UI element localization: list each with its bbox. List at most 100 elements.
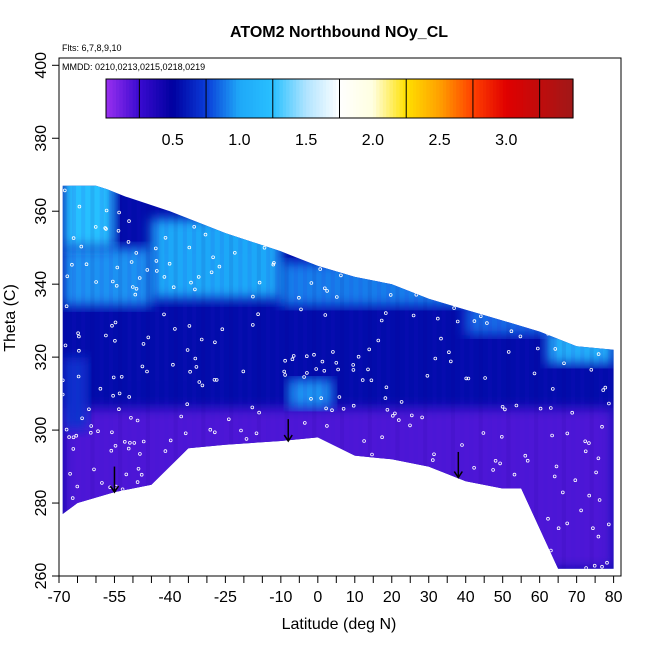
flight-point: [429, 565, 434, 569]
colorbar-cell: [499, 79, 504, 118]
flight-point: [545, 291, 550, 295]
flight-point: [265, 467, 270, 472]
flight-point: [229, 215, 233, 220]
flight-point: [111, 375, 116, 380]
colorbar-cell: [489, 79, 494, 118]
colorbar-cell: [189, 79, 194, 118]
flight-point: [485, 321, 489, 325]
flight-point: [482, 534, 487, 539]
flight-point: [244, 437, 249, 441]
flight-point: [520, 277, 525, 282]
flight-point: [449, 298, 454, 303]
flight-point: [223, 487, 228, 492]
colorbar-cell: [256, 79, 261, 118]
flight-point: [523, 453, 528, 458]
field-stripe: [192, 185, 197, 569]
field-stripe: [99, 185, 104, 569]
colorbar-cell: [542, 79, 547, 118]
flight-point: [315, 506, 320, 511]
flight-point: [103, 226, 107, 230]
flight-point: [208, 427, 213, 432]
flight-point: [596, 352, 601, 356]
flight-point: [486, 266, 491, 270]
flight-point: [541, 248, 546, 253]
flight-point: [62, 392, 65, 397]
colorbar-cell: [462, 79, 467, 118]
y-tick-label: 320: [33, 344, 50, 371]
colorbar-cell: [172, 79, 177, 118]
colorbar-cell: [529, 79, 534, 118]
colorbar-cell: [192, 79, 197, 118]
colorbar-cell: [496, 79, 501, 118]
colorbar-cell: [366, 79, 371, 118]
flight-point: [106, 558, 110, 563]
colorbar-cell: [556, 79, 561, 118]
x-tick-label: 60: [531, 589, 549, 606]
flight-point: [271, 262, 276, 267]
colorbar-cell: [479, 79, 484, 118]
flight-point: [529, 223, 533, 227]
flight-point: [560, 257, 564, 261]
flight-point: [517, 186, 521, 190]
field-stripe: [413, 185, 419, 569]
flight-point: [369, 378, 374, 383]
flight-point: [192, 225, 197, 229]
flight-point: [399, 542, 404, 547]
x-tick-label: -25: [214, 589, 237, 606]
flight-point: [327, 220, 332, 225]
field-stripe: [423, 185, 428, 569]
flight-point: [239, 428, 243, 433]
colorbar-cell: [522, 79, 527, 118]
flight-point: [583, 439, 587, 444]
flight-point: [370, 452, 374, 457]
flight-point: [448, 561, 453, 565]
flight-point: [535, 346, 540, 351]
flight-point: [435, 287, 440, 292]
flight-point: [71, 447, 76, 451]
flight-point: [523, 198, 528, 202]
flight-point: [251, 294, 255, 299]
flight-point: [518, 334, 523, 339]
field-stripe: [71, 185, 77, 569]
flight-point: [551, 307, 556, 311]
field-stripe: [293, 185, 298, 569]
flight-point: [323, 313, 328, 317]
flight-point: [441, 521, 445, 526]
flight-point: [92, 467, 96, 472]
flight-point: [476, 209, 480, 214]
colorbar-cell: [176, 79, 180, 118]
flight-point: [450, 297, 455, 301]
flight-point: [275, 554, 280, 559]
colorbar-cell: [229, 79, 234, 118]
flight-point: [447, 350, 451, 355]
flight-point: [248, 526, 252, 530]
flight-point: [509, 329, 514, 334]
flight-point: [372, 496, 377, 500]
flight-point: [319, 453, 324, 458]
flight-point: [570, 410, 574, 415]
flight-point: [330, 408, 334, 413]
colorbar-cell: [142, 79, 147, 118]
flight-point: [403, 470, 408, 475]
flight-point: [560, 288, 564, 292]
flight-point: [128, 440, 132, 445]
flight-point: [368, 251, 373, 256]
field-stripe: [580, 185, 585, 569]
colorbar-cell: [546, 79, 551, 118]
flight-point: [314, 367, 319, 371]
flight-point: [123, 439, 127, 444]
field-stripe: [155, 185, 160, 569]
flight-point: [403, 468, 408, 473]
colorbar-tick-label: 2.5: [428, 132, 450, 149]
flight-point: [145, 268, 150, 272]
flight-point: [431, 505, 435, 510]
flight-point: [207, 197, 212, 201]
flight-point: [309, 396, 313, 401]
flight-point: [532, 371, 537, 376]
x-tick-label: 70: [568, 589, 586, 606]
colorbar-cell: [149, 79, 154, 118]
flight-point: [444, 558, 449, 563]
flight-point: [126, 493, 130, 498]
colorbar-cell: [562, 79, 567, 118]
flight-point: [525, 458, 530, 463]
